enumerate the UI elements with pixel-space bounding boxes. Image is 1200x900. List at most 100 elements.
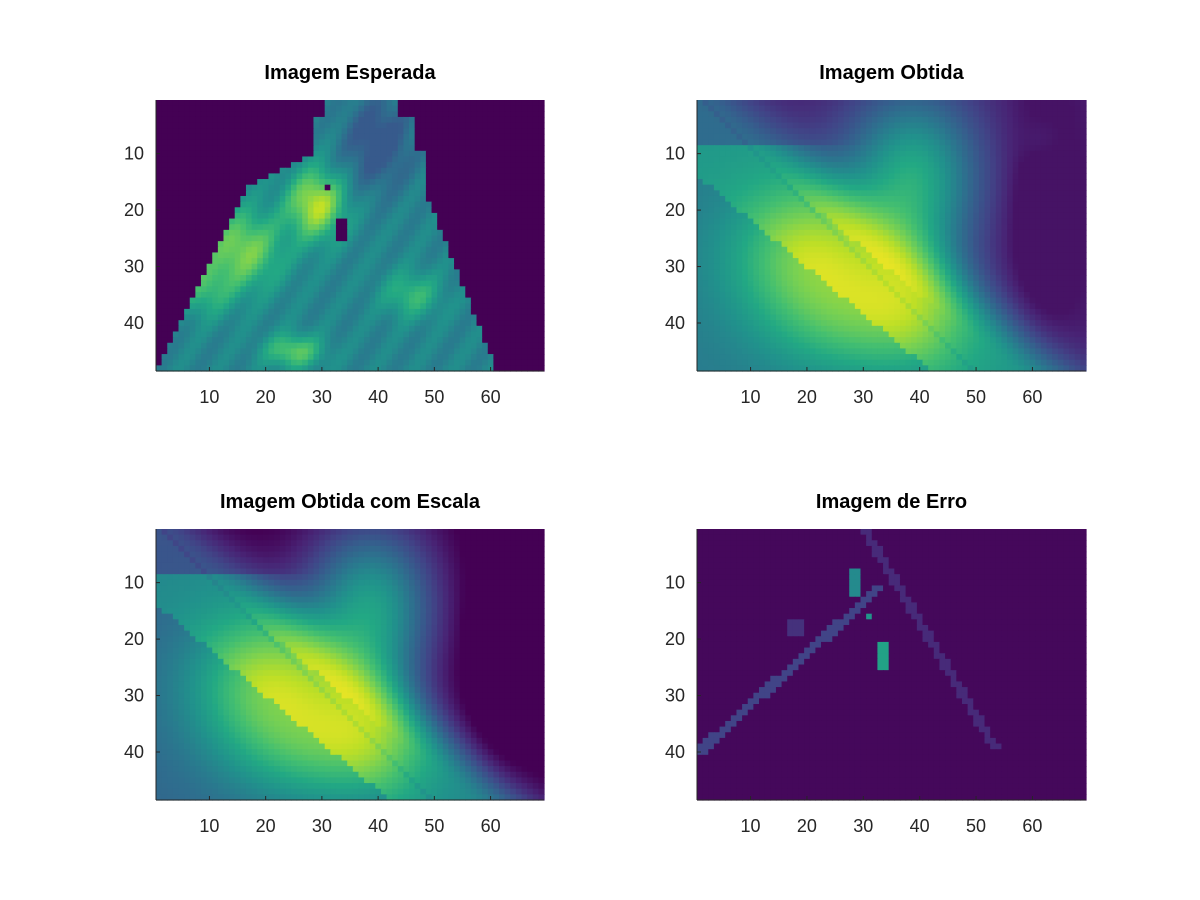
heatmap-cell — [229, 162, 236, 169]
heatmap-cell — [871, 133, 879, 141]
heatmap-cell — [437, 116, 444, 124]
heatmap-cell — [397, 162, 405, 169]
heatmap-cell — [380, 258, 388, 265]
heatmap-cell — [420, 201, 427, 208]
heatmap-cell — [257, 224, 264, 231]
heatmap-cell — [798, 218, 805, 225]
heatmap-cell — [172, 212, 180, 220]
heatmap-cell — [302, 190, 309, 197]
heatmap-cell — [725, 133, 732, 141]
heatmap-cell — [403, 190, 410, 197]
heatmap-cell — [792, 162, 800, 169]
heatmap-cell — [358, 291, 365, 299]
heatmap-cell — [324, 201, 331, 208]
heatmap-cell — [200, 235, 208, 242]
heatmap-cell — [414, 246, 421, 254]
heatmap-cell — [459, 291, 466, 299]
heatmap-cell — [319, 258, 326, 265]
heatmap-cell — [950, 162, 957, 169]
heatmap-cell — [510, 331, 517, 338]
heatmap-cell — [161, 105, 168, 112]
heatmap-cell — [302, 139, 309, 146]
heatmap-cell — [978, 179, 986, 186]
heatmap-cell — [335, 308, 343, 316]
heatmap-cell — [973, 212, 980, 220]
heatmap-cell — [257, 100, 264, 107]
heatmap-cell — [257, 314, 264, 321]
heatmap-cell — [195, 201, 202, 208]
heatmap-cell — [894, 224, 901, 231]
heatmap-cell — [476, 320, 483, 327]
heatmap-cell — [409, 269, 416, 276]
heatmap-cell — [849, 212, 856, 220]
heatmap-cell — [719, 207, 726, 214]
heatmap-cell — [871, 156, 879, 163]
heatmap-cell — [759, 122, 766, 129]
heatmap-cell — [1023, 145, 1031, 152]
heatmap-cell — [527, 342, 534, 350]
heatmap-cell — [206, 241, 213, 248]
heatmap-cell — [866, 173, 873, 180]
heatmap-cell — [200, 179, 208, 186]
heatmap-cell — [364, 133, 371, 141]
heatmap-cell — [335, 291, 343, 299]
heatmap-cell — [341, 162, 348, 169]
heatmap-cell — [730, 150, 738, 158]
heatmap-cell — [883, 139, 890, 146]
heatmap-cell — [167, 218, 174, 225]
heatmap-cell — [234, 218, 241, 225]
heatmap-cell — [257, 122, 264, 129]
heatmap-cell — [195, 105, 202, 112]
heatmap-cell — [753, 173, 760, 180]
heatmap-cell — [956, 184, 963, 191]
heatmap-cell — [167, 111, 174, 118]
heatmap-cell — [815, 156, 822, 163]
heatmap-cell — [899, 201, 907, 208]
heatmap-cell — [358, 195, 365, 203]
heatmap-cell — [894, 128, 901, 135]
heatmap-cell — [1074, 145, 1081, 152]
heatmap-cell — [454, 280, 461, 287]
heatmap-cell — [854, 195, 862, 203]
heatmap-cell — [482, 167, 489, 174]
heatmap-cell — [843, 162, 850, 169]
heatmap-cell — [1012, 218, 1019, 225]
heatmap-cell — [476, 156, 483, 163]
heatmap-cell — [212, 359, 219, 366]
heatmap-cell — [1029, 122, 1036, 129]
heatmap-cell — [341, 258, 348, 265]
heatmap-cell — [380, 235, 388, 242]
heatmap-cell — [414, 133, 421, 141]
heatmap-cell — [223, 212, 230, 220]
heatmap-cell — [854, 116, 862, 124]
heatmap-cell — [538, 195, 545, 203]
heatmap-cell — [956, 150, 963, 158]
heatmap-cell — [476, 337, 483, 344]
heatmap-cell — [178, 246, 185, 254]
heatmap-cell — [335, 320, 343, 327]
heatmap-cell — [837, 162, 845, 169]
heatmap-cell — [184, 258, 191, 265]
heatmap-cell — [482, 263, 489, 270]
heatmap-cell — [392, 297, 399, 304]
heatmap-cell — [849, 156, 856, 163]
heatmap-cell — [521, 207, 528, 214]
heatmap-cell — [470, 354, 478, 361]
heatmap-cell — [380, 139, 388, 146]
heatmap-cell — [787, 162, 794, 169]
heatmap-cell — [335, 337, 343, 344]
heatmap-cell — [470, 195, 478, 203]
heatmap-cell — [257, 291, 264, 299]
heatmap-cell — [347, 303, 354, 310]
heatmap-cell — [1035, 218, 1042, 225]
heatmap-cell — [787, 173, 794, 180]
heatmap-cell — [358, 331, 365, 338]
heatmap-cell — [307, 297, 315, 304]
heatmap-cell — [470, 303, 478, 310]
heatmap-cell — [302, 308, 309, 316]
heatmap-cell — [245, 224, 253, 231]
heatmap-cell — [251, 365, 258, 372]
heatmap-cell — [1023, 167, 1031, 174]
heatmap-cell — [871, 229, 879, 237]
heatmap-cell — [364, 275, 371, 282]
